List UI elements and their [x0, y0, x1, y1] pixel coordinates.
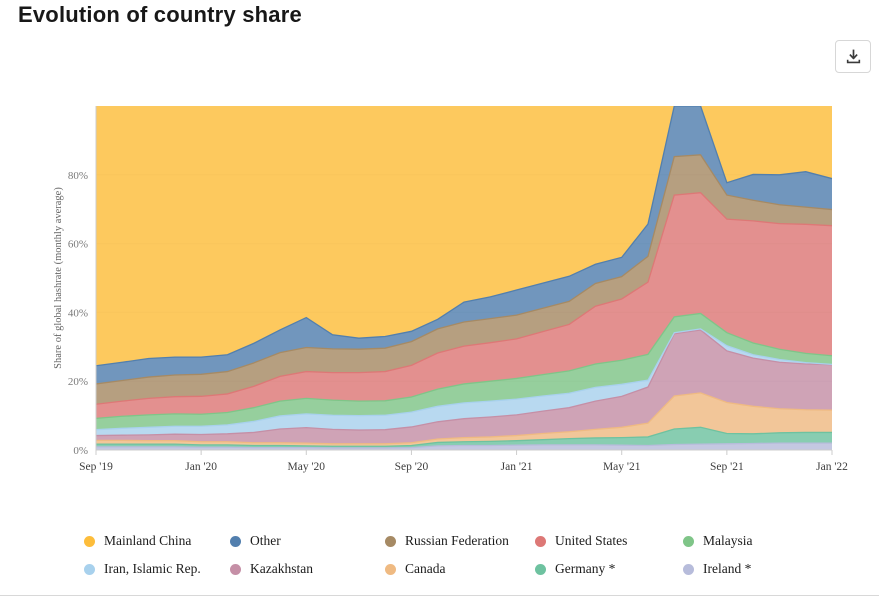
svg-text:Jan '22: Jan '22	[816, 461, 848, 473]
svg-text:60%: 60%	[68, 239, 88, 251]
svg-text:Sep '21: Sep '21	[710, 461, 744, 473]
legend-item-label: Canada	[405, 561, 446, 576]
legend-item-label: Mainland China	[104, 533, 192, 548]
chart-legend: Mainland China Other Russian Federation Uni…	[84, 533, 859, 577]
legend-item-germany[interactable]: Germany *	[535, 561, 683, 577]
download-icon	[846, 49, 860, 64]
country-share-chart-svg[interactable]: 0% 20% 40% 60% 80% Sep '19 Jan '20 May '20 Sep '…	[50, 98, 854, 484]
legend-item-iran-islamic-rep[interactable]: Iran, Islamic Rep.	[84, 561, 230, 577]
legend-item-label: Kazakhstan	[250, 561, 313, 576]
legend-item-label: Iran, Islamic Rep.	[104, 561, 201, 576]
legend-item-label: Other	[250, 533, 281, 548]
svg-text:May '21: May '21	[603, 461, 641, 473]
svg-text:80%: 80%	[68, 170, 88, 182]
download-button[interactable]	[835, 40, 871, 73]
legend-swatch-icon	[84, 563, 95, 575]
legend-swatch-icon	[683, 535, 694, 547]
svg-text:Jan '21: Jan '21	[501, 461, 533, 473]
legend-item-mainland-china[interactable]: Mainland China	[84, 533, 230, 549]
legend-item-label: Ireland *	[703, 561, 752, 576]
svg-text:Jan '20: Jan '20	[185, 461, 217, 473]
legend-swatch-icon	[385, 535, 396, 547]
svg-text:Share of global hashrate (mont: Share of global hashrate (monthly averag…	[53, 187, 64, 369]
svg-text:Sep '19: Sep '19	[79, 461, 113, 473]
chart-area[interactable]: 0% 20% 40% 60% 80% Sep '19 Jan '20 May '20 Sep '…	[50, 98, 854, 484]
legend-item-other[interactable]: Other	[230, 533, 385, 549]
legend-swatch-icon	[84, 535, 95, 547]
svg-text:May '20: May '20	[288, 461, 326, 473]
svg-text:40%: 40%	[68, 307, 88, 319]
legend-item-label: United States	[555, 533, 628, 548]
svg-text:Sep '20: Sep '20	[395, 461, 429, 473]
legend-item-united-states[interactable]: United States	[535, 533, 683, 549]
legend-item-label: Germany *	[555, 561, 616, 576]
legend-item-label: Malaysia	[703, 533, 753, 548]
legend-swatch-icon	[535, 535, 546, 547]
page-title: Evolution of country share	[18, 2, 302, 27]
legend-item-malaysia[interactable]: Malaysia	[683, 533, 859, 549]
legend-item-kazakhstan[interactable]: Kazakhstan	[230, 561, 385, 577]
legend-swatch-icon	[385, 563, 396, 575]
legend-item-canada[interactable]: Canada	[385, 561, 535, 577]
legend-item-ireland[interactable]: Ireland *	[683, 561, 859, 577]
legend-swatch-icon	[230, 563, 241, 575]
legend-swatch-icon	[683, 563, 694, 575]
svg-text:20%: 20%	[68, 376, 88, 388]
legend-swatch-icon	[535, 563, 546, 575]
legend-item-russian-federation[interactable]: Russian Federation	[385, 533, 535, 549]
legend-item-label: Russian Federation	[405, 533, 509, 548]
svg-text:0%: 0%	[73, 445, 88, 457]
legend-swatch-icon	[230, 535, 241, 547]
